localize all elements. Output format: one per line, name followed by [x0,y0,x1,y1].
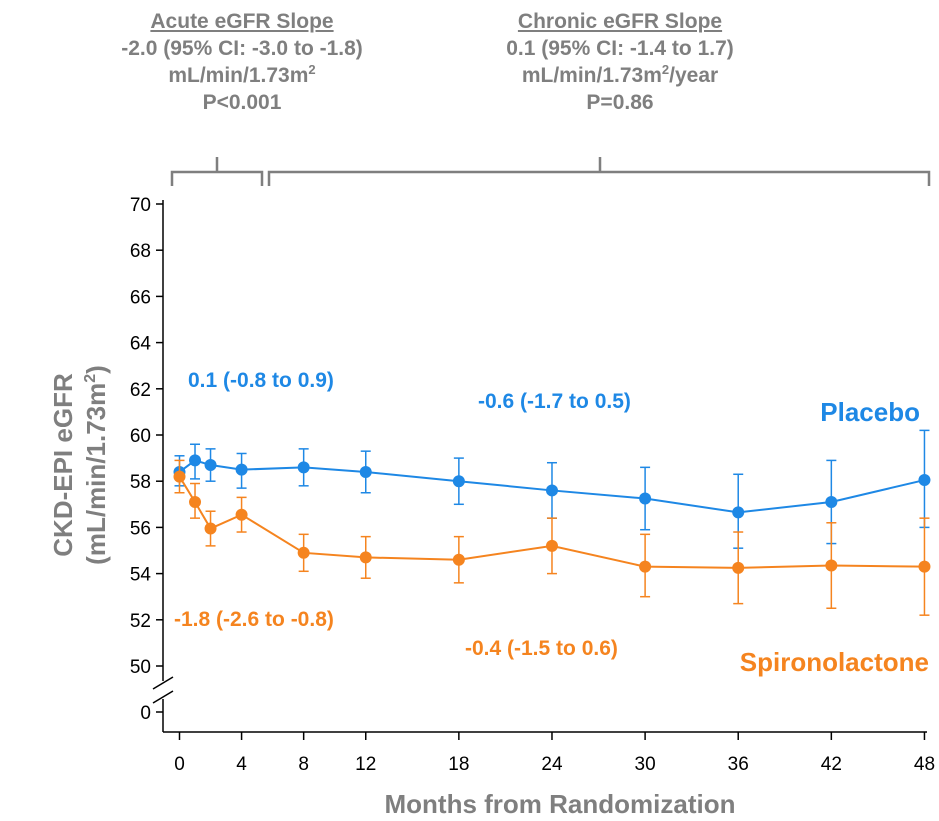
point-placebo-8 [297,461,310,474]
annotation-placebo-chronic: -0.6 (-1.7 to 0.5) [478,390,631,413]
annotation-placebo-acute: 0.1 (-0.8 to 0.9) [188,369,334,392]
chronic-slope-pvalue: P=0.86 [586,91,654,114]
point-spironolactone-8 [297,546,310,559]
y-tick-label-62: 62 [130,380,151,401]
y-tick-label-52: 52 [130,611,151,632]
y-tick-label-66: 66 [130,287,151,308]
y-ticks: 50 52 54 56 58 60 62 64 66 68 70 [130,195,163,678]
y-tick-label-64: 64 [130,334,152,355]
point-placebo-48 [918,474,931,487]
x-tick-label-0: 0 [174,754,185,775]
x-tick-label-30: 30 [635,754,656,775]
chronic-slope-estimate: 0.1 (95% CI: -1.4 to 1.7) [506,37,734,60]
y-axis-title-line2: (mL/min/1.73m2) [81,365,111,565]
x-tick-label-12: 12 [355,754,376,775]
point-placebo-24 [545,484,558,497]
point-spironolactone-12 [359,551,372,564]
y-tick-label-0: 0 [140,703,151,724]
point-spironolactone-18 [452,553,465,566]
y-tick-label-68: 68 [130,241,151,262]
point-spironolactone-1 [189,495,202,508]
y-tick-label-56: 56 [130,518,151,539]
y-tick-label-58: 58 [130,472,151,493]
x-tick-label-42: 42 [821,754,842,775]
x-tick-label-4: 4 [236,754,247,775]
x-tick-label-24: 24 [541,754,563,775]
x-axis-title: Months from Randomization [385,789,736,819]
chronic-slope-title: Chronic eGFR Slope [517,10,723,33]
point-spironolactone-30 [639,560,652,573]
point-placebo-4 [235,463,248,476]
point-spironolactone-24 [545,539,558,552]
y-tick-label-70: 70 [130,195,151,216]
x-tick-label-48: 48 [914,754,935,775]
series-spironolactone [173,459,931,616]
point-placebo-1 [189,454,202,467]
y-axis-title: CKD-EPI eGFR (mL/min/1.73m2) [48,365,111,565]
point-placebo-18 [452,475,465,488]
y-tick-label-54: 54 [130,565,152,586]
y-tick-label-60: 60 [130,426,151,447]
point-placebo-42 [825,495,838,508]
acute-bracket [170,157,264,186]
series-layer [173,429,931,616]
point-spironolactone-2 [204,522,217,535]
point-spironolactone-0 [173,470,186,483]
chronic-slope-unit: mL/min/1.73m2/year [521,62,719,87]
point-spironolactone-4 [235,508,248,521]
x-tick-label-18: 18 [448,754,469,775]
y-axis-title-line1: CKD-EPI eGFR [48,373,78,557]
point-placebo-12 [359,465,372,478]
point-spironolactone-48 [918,560,931,573]
x-tick-label-8: 8 [298,754,309,775]
acute-slope-title: Acute eGFR Slope [150,10,334,33]
axis-break-icon [152,676,174,704]
point-spironolactone-42 [825,559,838,572]
point-placebo-36 [732,506,745,519]
x-tick-label-36: 36 [728,754,749,775]
point-placebo-30 [639,492,652,505]
annotation-spironolactone-chronic: -0.4 (-1.5 to 0.6) [465,637,618,660]
chronic-slope-header: Chronic eGFR Slope 0.1 (95% CI: -1.4 to … [430,8,810,116]
legend-placebo: Placebo [820,397,920,427]
legend-spironolactone: Spironolactone [740,647,929,677]
x-ticks: 0 4 8 12 18 24 30 36 42 48 [174,732,935,775]
y-tick-label-50: 50 [130,657,151,678]
acute-slope-unit: mL/min/1.73m2 [168,62,316,87]
chronic-bracket [267,157,931,186]
acute-slope-header: Acute eGFR Slope -2.0 (95% CI: -3.0 to -… [72,8,412,116]
annotation-spironolactone-acute: -1.8 (-2.6 to -0.8) [174,608,334,631]
point-spironolactone-36 [732,561,745,574]
acute-slope-pvalue: P<0.001 [202,91,282,114]
acute-slope-estimate: -2.0 (95% CI: -3.0 to -1.8) [121,37,363,60]
point-placebo-2 [204,459,217,472]
